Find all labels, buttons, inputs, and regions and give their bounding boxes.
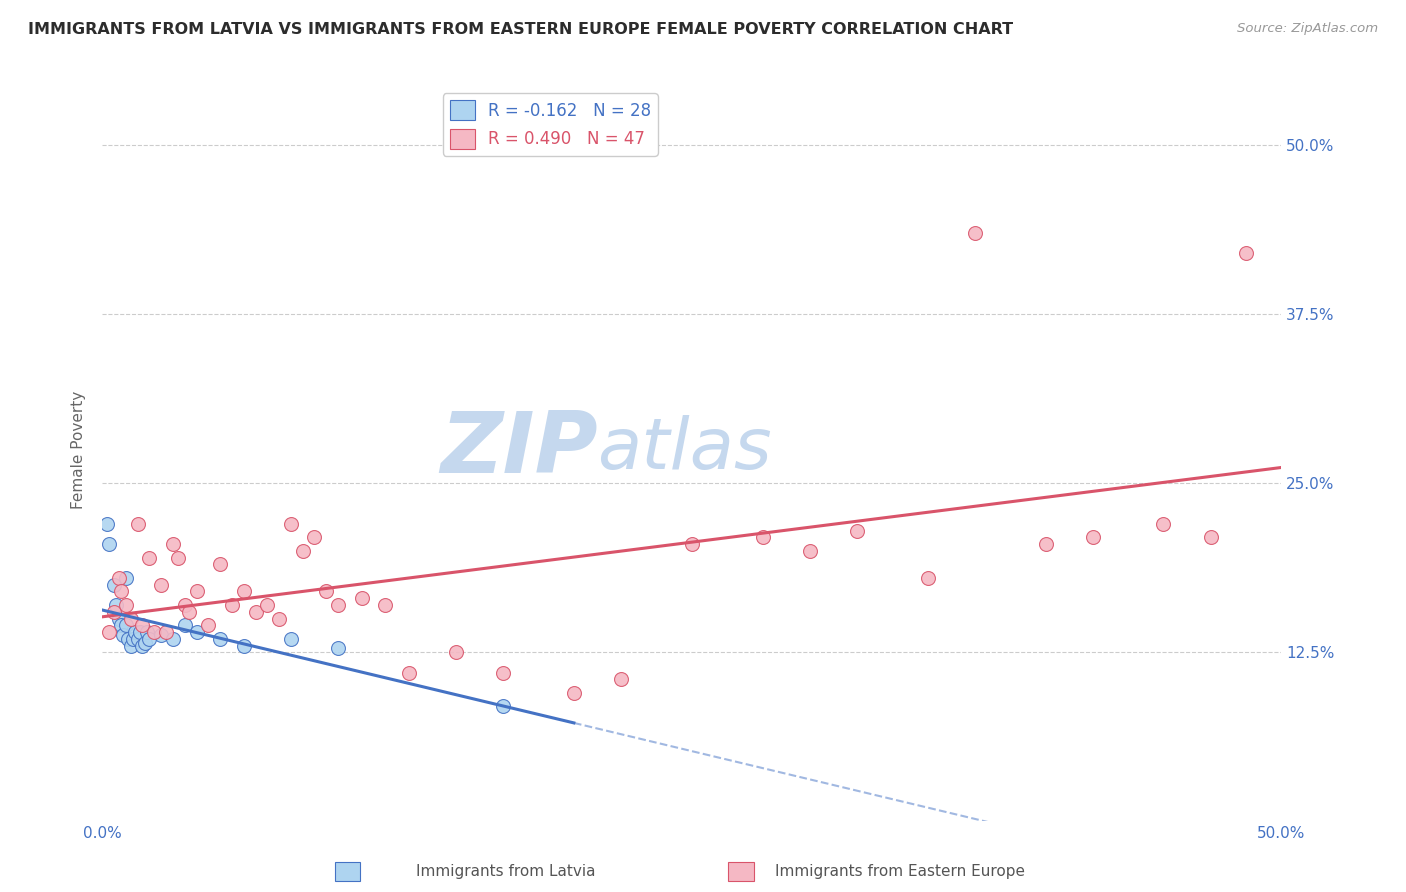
Point: [1234, 246, 1257, 260]
Point: [107, 571, 129, 585]
Point: [280, 632, 302, 646]
Point: [232, 639, 254, 653]
Point: [209, 558, 232, 572]
Point: [197, 618, 219, 632]
Point: [103, 605, 125, 619]
Point: [291, 544, 314, 558]
Point: [799, 544, 821, 558]
Point: [245, 605, 267, 619]
Point: [131, 639, 153, 653]
Point: [162, 537, 184, 551]
Point: [112, 628, 135, 642]
Point: [1081, 530, 1104, 544]
Point: [304, 530, 326, 544]
Point: [166, 550, 188, 565]
Point: [127, 632, 149, 646]
Point: [110, 618, 132, 632]
Point: [96, 516, 118, 531]
Point: [186, 625, 208, 640]
Point: [114, 571, 136, 585]
Point: [114, 618, 136, 632]
Point: [326, 641, 349, 656]
Point: [398, 665, 420, 680]
Point: [150, 628, 173, 642]
Point: [1199, 530, 1222, 544]
Point: [124, 625, 146, 640]
Point: [98, 625, 121, 640]
Point: [374, 598, 396, 612]
Point: [232, 584, 254, 599]
Point: [492, 699, 515, 714]
Point: [350, 591, 373, 606]
Point: [110, 584, 132, 599]
Point: [155, 625, 177, 640]
Point: [138, 632, 160, 646]
Point: [173, 598, 195, 612]
Point: [103, 578, 125, 592]
Point: [150, 578, 173, 592]
Point: [136, 625, 159, 640]
Point: [681, 537, 703, 551]
Point: [610, 673, 633, 687]
Point: [256, 598, 278, 612]
Point: [751, 530, 773, 544]
Point: [122, 632, 145, 646]
Point: [562, 686, 585, 700]
Point: [114, 598, 136, 612]
Point: [129, 625, 152, 640]
Point: [209, 632, 232, 646]
Point: [143, 625, 166, 640]
Point: [963, 226, 986, 240]
Point: [917, 571, 939, 585]
Y-axis label: Female Poverty: Female Poverty: [72, 391, 86, 508]
Point: [186, 584, 208, 599]
Point: [98, 537, 121, 551]
Point: [134, 636, 156, 650]
Point: [179, 605, 201, 619]
Point: [444, 645, 467, 659]
Point: [280, 516, 302, 531]
Point: [1035, 537, 1057, 551]
Point: [131, 618, 153, 632]
Text: Immigrants from Eastern Europe: Immigrants from Eastern Europe: [775, 863, 1025, 879]
Text: atlas: atlas: [598, 415, 772, 484]
Point: [221, 598, 243, 612]
Point: [162, 632, 184, 646]
Text: Source: ZipAtlas.com: Source: ZipAtlas.com: [1237, 22, 1378, 36]
Point: [267, 611, 290, 625]
Point: [127, 516, 149, 531]
Text: Immigrants from Latvia: Immigrants from Latvia: [416, 863, 596, 879]
Point: [120, 611, 142, 625]
Point: [492, 665, 515, 680]
Point: [1153, 516, 1175, 531]
Point: [315, 584, 337, 599]
Point: [117, 632, 139, 646]
Legend: R = -0.162   N = 28, R = 0.490   N = 47: R = -0.162 N = 28, R = 0.490 N = 47: [443, 93, 658, 155]
Point: [845, 524, 868, 538]
Text: ZIP: ZIP: [440, 408, 598, 491]
Point: [138, 550, 160, 565]
Point: [105, 598, 128, 612]
Text: IMMIGRANTS FROM LATVIA VS IMMIGRANTS FROM EASTERN EUROPE FEMALE POVERTY CORRELAT: IMMIGRANTS FROM LATVIA VS IMMIGRANTS FRO…: [28, 22, 1014, 37]
Point: [107, 611, 129, 625]
Point: [326, 598, 349, 612]
Point: [120, 639, 142, 653]
Point: [173, 618, 195, 632]
